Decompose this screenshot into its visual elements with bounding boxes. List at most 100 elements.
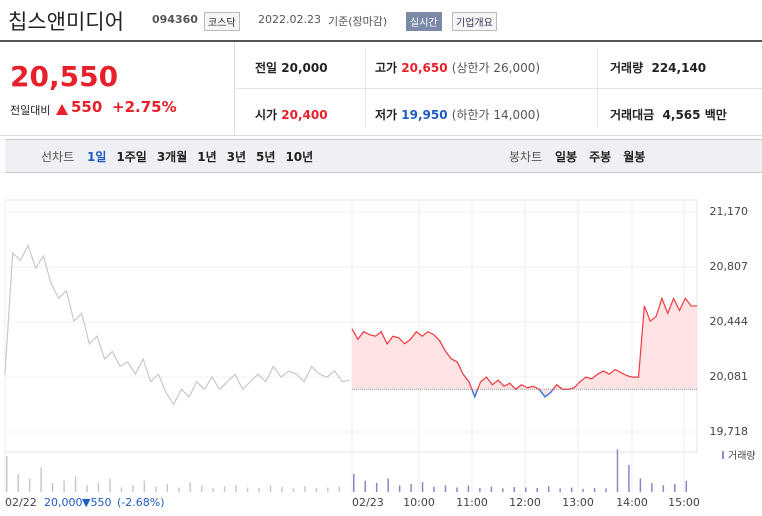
stat-label: 시가 (255, 108, 278, 122)
volume-bar (605, 488, 607, 492)
stat-label: 거래대금 (610, 108, 655, 122)
candle-tab[interactable]: 일봉 (555, 150, 578, 164)
header: 칩스앤미디어 094360 코스닥 2022.02.23 기준(장마감) 실시간… (0, 0, 762, 42)
stat-label: 거래량 (610, 61, 644, 75)
volume-bar (674, 483, 676, 492)
realtime-badge[interactable]: 실시간 (406, 12, 442, 31)
volume-bar (109, 478, 111, 492)
volume-bar (51, 483, 54, 492)
price-box: 20,550 전일대비 550 +2.75% (0, 42, 235, 136)
volume-bar (547, 486, 550, 492)
volume-bar (525, 487, 527, 492)
previous-line (4, 243, 351, 406)
stat-label: 전일 (255, 61, 278, 75)
footer-date: 02/22 (5, 496, 37, 509)
stat-note: 백만 (704, 108, 727, 122)
volume-bar (375, 483, 378, 492)
period-tab[interactable]: 5년 (256, 150, 276, 164)
candle-tab[interactable]: 월봉 (623, 150, 646, 164)
stat-note: (상한가 26,000) (451, 61, 541, 75)
x-tick-label: 11:00 (456, 496, 488, 509)
volume-bar (17, 474, 19, 492)
change-label: 전일대비 (10, 104, 51, 117)
chart: 21,170 20,807 20,444 20,081 19,718 02/22 02/23… (4, 199, 756, 509)
y-tick-label: 20,444 (710, 315, 749, 328)
stock-code: 094360 (152, 13, 198, 26)
volume-bar (40, 467, 42, 492)
company-button[interactable]: 기업개요 (452, 12, 497, 31)
volume-bar (410, 483, 412, 492)
footer-change: ▼550 (82, 496, 111, 509)
volume-bar (97, 483, 100, 492)
stock-name: 칩스앤미디어 (8, 10, 124, 34)
volume-bar (387, 478, 389, 492)
date: 2022.02.23 (258, 13, 321, 26)
volume-bar (616, 449, 619, 492)
volume-bar (582, 488, 584, 492)
volume-bar (74, 476, 77, 492)
x-tick-label: 14:00 (616, 496, 648, 509)
volume-bar (444, 485, 447, 492)
volume-bar (315, 487, 318, 492)
period-tab[interactable]: 1년 (197, 150, 217, 164)
volume-bar (513, 487, 516, 492)
volume-bar (353, 474, 355, 492)
y-tick-label: 19,718 (710, 425, 749, 438)
volume-bar (86, 485, 88, 492)
stat-value: 224,140 (651, 61, 707, 75)
volume-bar (246, 487, 249, 492)
volume-bar (120, 487, 123, 492)
stat-value: 20,400 (281, 108, 328, 122)
y-tick-label: 20,081 (710, 370, 749, 383)
period-tab[interactable]: 3년 (226, 150, 247, 164)
volume-bar (456, 487, 458, 492)
volume-bar (662, 485, 665, 492)
volume-bar (143, 480, 146, 492)
volume-bar (467, 485, 470, 492)
volume-bar (364, 480, 366, 492)
volume-bar (269, 485, 272, 492)
volume-bar (421, 482, 424, 492)
today-area (352, 298, 697, 397)
candle-chart-label: 봉차트 (509, 150, 543, 164)
x-tick-label: 12:00 (509, 496, 541, 509)
basis: 기준(장마감) (328, 15, 388, 28)
y-tick-label: 20,807 (710, 260, 749, 273)
volume-bar (433, 486, 435, 492)
market-tag: 코스닥 (204, 12, 240, 31)
today-line (351, 296, 697, 399)
up-arrow (56, 104, 68, 115)
x-tick-label: 15:00 (668, 496, 700, 509)
volume-bar (292, 488, 295, 492)
volume-bar (166, 483, 169, 492)
x-tick-label: 02/23 (352, 496, 384, 509)
volume-bar (639, 478, 642, 492)
y-tick-label: 21,170 (710, 205, 749, 218)
stat-label: 고가 (375, 61, 398, 75)
volume-bar (536, 487, 538, 492)
volume-bar (155, 486, 157, 492)
period-tab[interactable]: 10년 (285, 150, 314, 164)
volume-bar (132, 485, 134, 492)
volume-bar (304, 486, 306, 492)
change: 550 (71, 98, 103, 116)
volume-bar (28, 478, 31, 492)
volume-bar (223, 486, 226, 492)
period-tab[interactable]: 1주일 (116, 150, 147, 164)
volume-bar (479, 487, 481, 492)
stat-label: 저가 (375, 108, 398, 122)
volume-bar (189, 482, 191, 492)
plot-frame (4, 199, 698, 453)
stat-value: 20,650 (401, 61, 448, 75)
period-tab[interactable]: 1일 (87, 150, 107, 164)
volume-bar (235, 484, 237, 492)
x-tick-label: 10:00 (403, 496, 435, 509)
candle-tab[interactable]: 주봉 (589, 150, 612, 164)
volume-bar (651, 483, 653, 492)
volume-bar (628, 465, 630, 492)
volume-bar (398, 485, 401, 492)
volume-bar (338, 486, 341, 492)
volume-bar (327, 487, 329, 492)
change-rate: +2.75% (112, 98, 177, 116)
period-tab[interactable]: 3개월 (156, 150, 188, 164)
